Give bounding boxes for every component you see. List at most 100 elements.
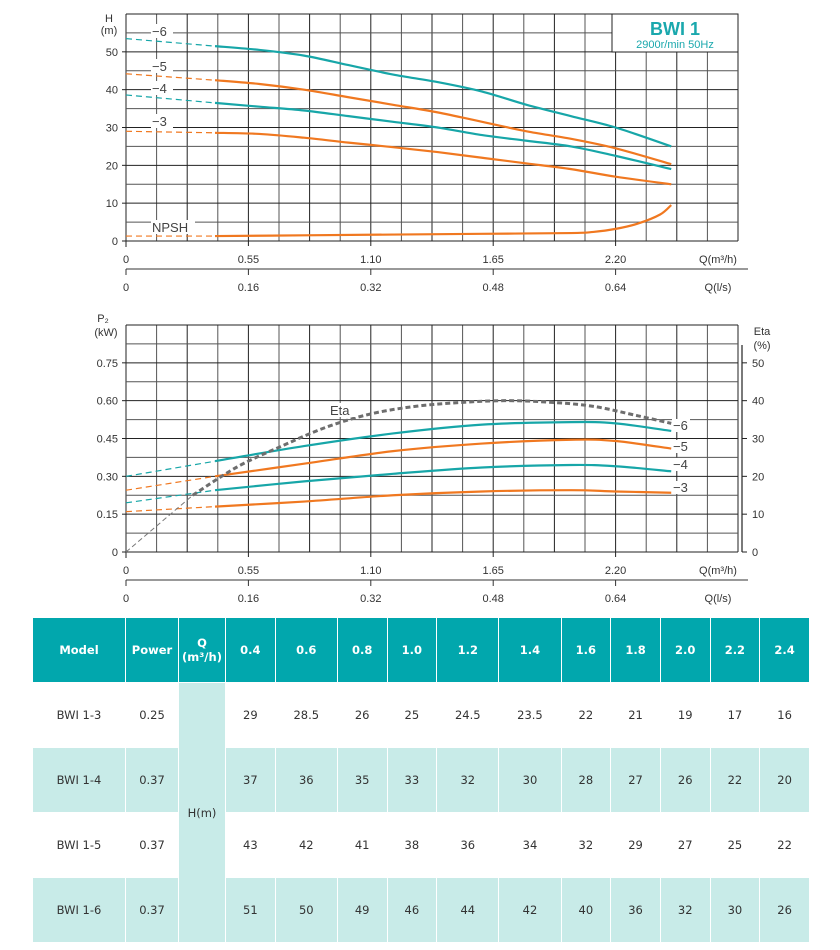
secondary-x-tick-label: 0 xyxy=(123,282,129,294)
curve-label-bg xyxy=(151,24,173,38)
head-value-cell: 28 xyxy=(561,748,611,812)
head-value-cell: 26 xyxy=(354,708,370,722)
curve-label: −6 xyxy=(152,24,167,39)
table-row: BWI 1-5 0.37 43 42 41 38 36 34 32 29 27 25 22 xyxy=(33,813,809,877)
y-tick-label: 0 xyxy=(112,547,118,559)
header-power: Power xyxy=(126,618,178,682)
secondary-x-tick-label: 0.64 xyxy=(605,282,626,294)
head-value-cell: 40 xyxy=(561,878,611,942)
head-value-cell: 30 xyxy=(499,748,561,812)
power-cell: 0.37 xyxy=(126,878,178,942)
head-unit-cell: H(m) xyxy=(179,683,225,942)
head-value-cell: 42 xyxy=(298,838,314,852)
header-flow: 0.6 xyxy=(275,618,337,682)
head-value-cell: 44 xyxy=(437,878,499,942)
chart-subtitle: 2900r/min 50Hz xyxy=(636,39,714,51)
eta-tick-label: 50 xyxy=(752,358,764,370)
x-tick-label: 0 xyxy=(123,254,129,266)
eta-curve-extension xyxy=(125,494,194,553)
y-tick-label: 20 xyxy=(106,160,118,172)
performance-table: Model Power Q (m³/h) 0.4 0.6 0.8 1.0 1.2 … xyxy=(32,617,810,943)
head-value-cell: 27 xyxy=(677,838,693,852)
title-box xyxy=(611,13,739,53)
x-tick-label: 0.55 xyxy=(238,254,259,266)
head-value-cell: 22 xyxy=(578,708,594,722)
head-value-cell: 42 xyxy=(499,878,561,942)
curve-stage6 xyxy=(214,45,672,148)
eta-curve-label: Eta xyxy=(330,403,350,418)
x-tick-label: 2.20 xyxy=(605,565,626,577)
eta-axis-unit: (%) xyxy=(753,340,770,352)
header-flow: 1.8 xyxy=(611,618,660,682)
eta-curve xyxy=(191,399,672,497)
header-model: Model xyxy=(33,618,125,682)
curve-extension-6 xyxy=(125,37,216,47)
head-value-cell: 17 xyxy=(727,708,743,722)
y-tick-label: 0.15 xyxy=(97,509,118,521)
head-value-cell: 32 xyxy=(660,878,710,942)
x-tick-label: 1.65 xyxy=(482,565,503,577)
curve-label: −3 xyxy=(673,480,688,495)
header-q-label: Q xyxy=(197,636,207,650)
head-value-cell: 29 xyxy=(628,838,643,852)
header-flow: 1.6 xyxy=(561,618,611,682)
head-value-cell: 29 xyxy=(243,708,258,722)
secondary-x-tick-label: 0.16 xyxy=(238,282,259,294)
power-cell: 0.37 xyxy=(126,748,178,812)
y-tick-label: 10 xyxy=(106,198,118,210)
head-value-cell: 25 xyxy=(404,708,420,722)
head-value-cell: 21 xyxy=(628,708,643,722)
head-value-cell: 16 xyxy=(777,708,792,722)
curve-stage3 xyxy=(214,489,672,508)
y-tick-label: 50 xyxy=(106,47,118,59)
pump-curves: 0 10 20 30 40 50 H(m) 0 0.55 1.10 1.65 2.20 Q(m³/h) 0… xyxy=(94,13,771,605)
table-row: BWI 1-4 0.37 37 36 35 33 32 30 28 27 26 22 20 xyxy=(33,748,809,812)
curve-label-bg xyxy=(151,81,173,95)
x-tick-label: 1.10 xyxy=(360,254,381,266)
y-axis-label: P₂ xyxy=(97,313,109,325)
head-value-cell: 36 xyxy=(611,878,660,942)
curve-label: −5 xyxy=(673,439,688,454)
eta-tick-label: 40 xyxy=(752,396,764,408)
curve-label-bg xyxy=(672,419,690,432)
head-value-cell: 26 xyxy=(760,878,809,942)
x-tick-label: 0 xyxy=(123,565,129,577)
secondary-x-tick-label: 0.48 xyxy=(482,282,503,294)
header-flow: 2.4 xyxy=(760,618,809,682)
head-value-cell: 23.5 xyxy=(517,708,543,722)
model-cell: BWI 1-3 xyxy=(56,708,102,722)
curve-extension-6 xyxy=(125,460,216,477)
power-cell: 0.37 xyxy=(139,838,165,852)
y-tick-label: 0.45 xyxy=(97,434,118,446)
curve-stage4 xyxy=(214,463,672,492)
head-value-cell: 38 xyxy=(404,838,420,852)
curve-label-bg xyxy=(151,114,173,128)
curve-label: −4 xyxy=(673,457,688,472)
curve-stage4 xyxy=(214,101,672,171)
head-value-cell: 32 xyxy=(437,748,499,812)
head-value-cell: 37 xyxy=(226,748,275,812)
head-value-cell: 36 xyxy=(275,748,337,812)
curve-extension-3 xyxy=(125,130,216,134)
secondary-x-tick-label: 0 xyxy=(123,593,129,605)
curve-label: −5 xyxy=(152,59,167,74)
curve-extension-3 xyxy=(125,506,216,513)
curve-extension-4 xyxy=(125,94,216,104)
curve-label: −3 xyxy=(152,114,167,129)
header-q-unit: (m³/h) xyxy=(182,650,222,664)
head-value-cell: 27 xyxy=(611,748,660,812)
head-value-cell: 20 xyxy=(760,748,809,812)
head-value-cell: 19 xyxy=(677,708,693,722)
header-flow: 2.0 xyxy=(660,618,710,682)
curve-label: NPSH xyxy=(152,220,188,235)
curve-label-bg xyxy=(151,220,195,234)
table-header-row: Model Power Q (m³/h) 0.4 0.6 0.8 1.0 1.2 … xyxy=(33,618,809,682)
chart-title: BWI 1 xyxy=(650,19,700,39)
head-value-cell: 36 xyxy=(460,838,476,852)
model-cell: BWI 1-5 xyxy=(56,838,102,852)
y-tick-label: 0.30 xyxy=(97,471,118,483)
head-value-cell: 49 xyxy=(337,878,387,942)
table-row: BWI 1-6 0.37 51 50 49 46 44 42 40 36 32 30 26 xyxy=(33,878,809,942)
y-tick-label: 0.60 xyxy=(97,396,118,408)
head-value-cell: 24.5 xyxy=(454,708,481,722)
